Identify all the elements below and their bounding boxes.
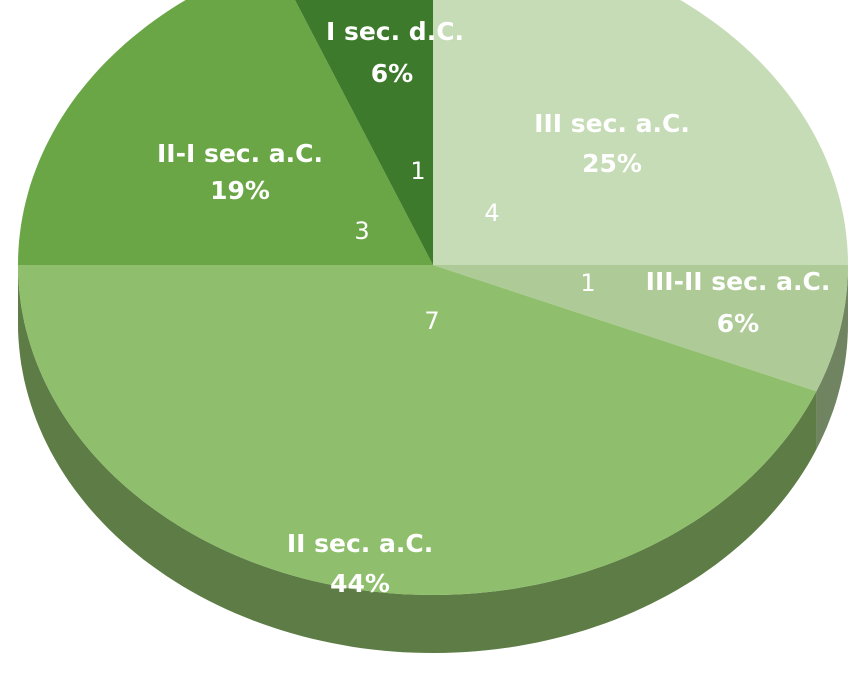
slice-side [816,265,848,450]
slice [294,0,433,265]
percent-label: 44% [330,569,390,598]
slice [18,265,817,595]
slice [18,0,433,265]
count-label: 1 [580,269,595,297]
slice [433,0,848,265]
slice-side-shade [18,265,817,653]
slice-name: III-II sec. a.C. [646,267,831,296]
slice-side [18,265,817,653]
count-label: 3 [354,217,369,245]
slice-name: II-I sec. a.C. [157,139,323,168]
percent-label: 25% [582,149,642,178]
count-label: 7 [424,307,439,335]
count-label: 1 [410,157,425,185]
slice [433,265,848,392]
count-label: 4 [484,199,499,227]
percent-label: 19% [210,176,270,205]
slice-side-shade [816,265,848,450]
percent-label: 6% [717,309,759,338]
percent-label: 6% [371,59,413,88]
slice-name: II sec. a.C. [287,529,433,558]
slice-name: III sec. a.C. [534,109,690,138]
slice-name: I sec. d.C. [326,17,464,46]
